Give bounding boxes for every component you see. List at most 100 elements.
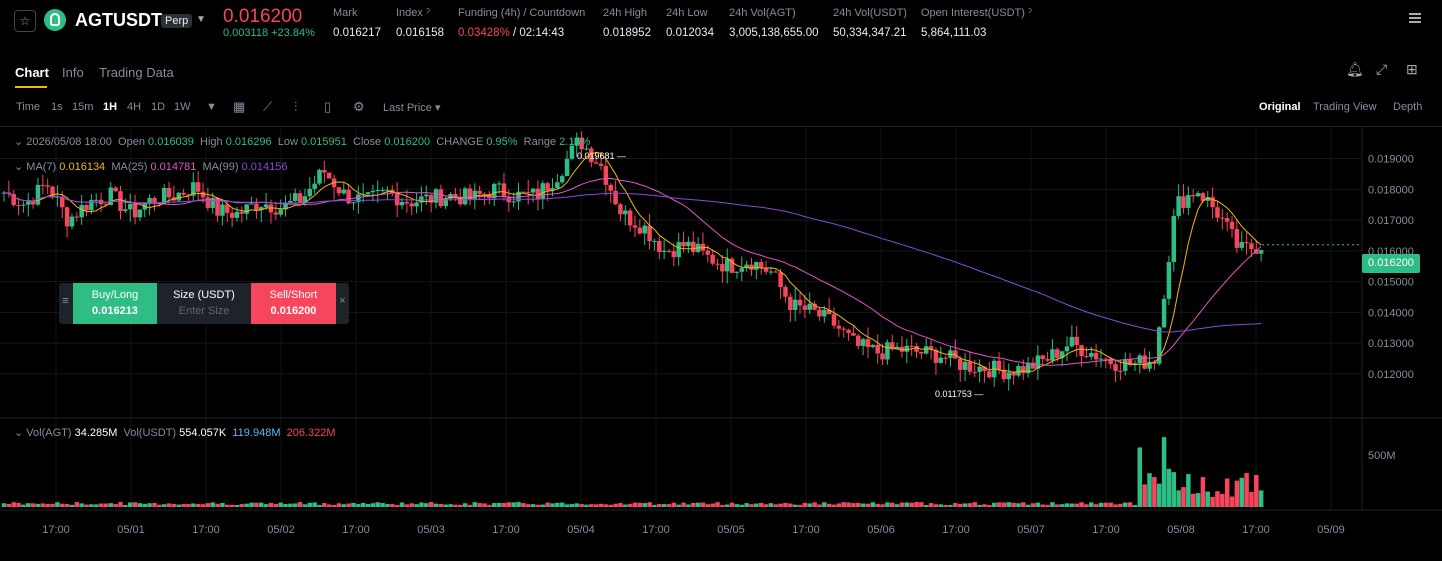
toolbar-divider (0, 126, 1442, 127)
volume-bar (98, 503, 104, 507)
chart-type-icon[interactable]: ▯ (324, 99, 332, 114)
calendar-icon[interactable]: ▦ (233, 99, 246, 114)
compare-icon[interactable]: ⫶ (294, 99, 298, 114)
interval-15m[interactable]: 15m (72, 101, 94, 113)
sell-short-button[interactable]: Sell/Short 0.016200 (251, 283, 336, 324)
volume-bar (530, 504, 536, 507)
volume-bar (506, 502, 512, 507)
price-chart[interactable]: 0.019681 — 0.011753 — 0.019000 0.018000 0.0… (0, 127, 1442, 561)
y-tick-label: 0.019000 (1368, 154, 1414, 166)
candle-body (428, 194, 434, 203)
symbol-name[interactable]: AGTUSDT (75, 10, 162, 30)
volume-bar (957, 503, 963, 507)
volume-bar (166, 503, 172, 507)
volume-bar (996, 502, 1002, 507)
volume-bar (642, 503, 647, 507)
interval-1w[interactable]: 1W (174, 101, 191, 113)
candle-body (16, 205, 21, 207)
bell-icon[interactable]: 🔔︎ (1346, 61, 1364, 77)
volume-bar (657, 503, 662, 507)
interval-1s[interactable]: 1s (51, 101, 63, 113)
volume-bar (856, 502, 861, 507)
volume-bar (482, 503, 487, 507)
volume-bar (40, 503, 46, 507)
candle-body (933, 349, 939, 363)
drag-handle-icon[interactable]: ≡ (62, 295, 69, 307)
candle-body (724, 258, 730, 272)
candle-body (783, 287, 788, 297)
interval-1d[interactable]: 1D (151, 101, 166, 113)
volume-bar (302, 504, 308, 507)
candle-body (239, 211, 245, 214)
view-trading-view[interactable]: Trading View (1313, 101, 1377, 113)
candle-body (487, 194, 492, 199)
volume-bar (1181, 487, 1186, 507)
price-source-select[interactable]: Last Price ▾ (383, 102, 441, 114)
volume-bar (1205, 491, 1211, 507)
layout-grid-icon[interactable]: ⊞ (1406, 61, 1418, 77)
favorite-star-icon[interactable]: ☆ (14, 10, 36, 32)
volume-bar (356, 504, 361, 507)
volume-bar (331, 504, 337, 507)
volume-bar (380, 502, 385, 507)
volume-bar (938, 504, 944, 507)
stat-mark: Mark 0.016217 (333, 7, 381, 39)
volume-bar (244, 503, 249, 507)
interval-1h[interactable]: 1H (103, 101, 118, 113)
candle-body (1176, 196, 1181, 216)
candle-body (35, 184, 41, 205)
candle-body (103, 204, 109, 206)
settings-gear-icon[interactable]: ⚙ (353, 99, 365, 114)
candle-body (1142, 355, 1147, 369)
candle-body (914, 345, 919, 352)
candle-body (152, 197, 157, 203)
interval-4h[interactable]: 4H (127, 101, 142, 113)
volume-bar (11, 502, 16, 507)
candle-body (1147, 361, 1152, 369)
interval-more-icon[interactable]: ▼ (206, 101, 217, 113)
candle-body (661, 250, 667, 252)
candle-body (987, 371, 992, 378)
fullscreen-icon[interactable]: ⤢ (1376, 61, 1388, 77)
candle-body (1234, 229, 1240, 248)
candle-body (234, 211, 240, 218)
candle-body (292, 193, 298, 201)
indicator-icon[interactable]: ⟋ (263, 99, 273, 114)
candle-body (637, 227, 643, 234)
volume-bar (127, 502, 133, 507)
candle-body (856, 335, 861, 346)
close-icon[interactable]: × (339, 295, 346, 307)
menu-icon[interactable] (1409, 13, 1421, 25)
candle-body (768, 271, 774, 273)
volume-bar (21, 504, 26, 507)
candle-body (108, 187, 114, 206)
price-change: 0.003118 +23.84% (223, 27, 315, 39)
x-tick-label: 05/04 (567, 524, 595, 536)
tab-chart[interactable]: Chart (15, 65, 49, 80)
candle-body (729, 258, 735, 273)
volume-bar (346, 503, 351, 507)
volume-bar (399, 502, 405, 507)
chevron-down-icon[interactable]: ▼ (196, 14, 206, 25)
candle-body (836, 325, 842, 329)
volume-bar (1210, 496, 1215, 507)
volume-bar (1244, 472, 1249, 507)
size-input[interactable]: Size (USDT) Enter Size (173, 289, 235, 317)
buy-long-button[interactable]: Buy/Long 0.016213 (73, 283, 157, 324)
view-original[interactable]: Original (1259, 101, 1301, 113)
candle-body (370, 190, 376, 193)
ma99-line (3, 192, 1262, 333)
tab-info[interactable]: Info (62, 65, 84, 80)
volume-bar (424, 503, 429, 507)
volume-bar (618, 503, 623, 507)
volume-bar (545, 502, 550, 507)
tab-trading-data[interactable]: Trading Data (99, 65, 174, 80)
view-depth[interactable]: Depth (1393, 101, 1423, 113)
volume-bar (647, 502, 652, 507)
candle-body (385, 189, 390, 191)
candle-body (860, 339, 866, 346)
candle-body (59, 196, 65, 208)
x-tick-label: 17:00 (42, 524, 70, 536)
volume-bar (142, 503, 148, 507)
volume-bar (501, 503, 507, 507)
